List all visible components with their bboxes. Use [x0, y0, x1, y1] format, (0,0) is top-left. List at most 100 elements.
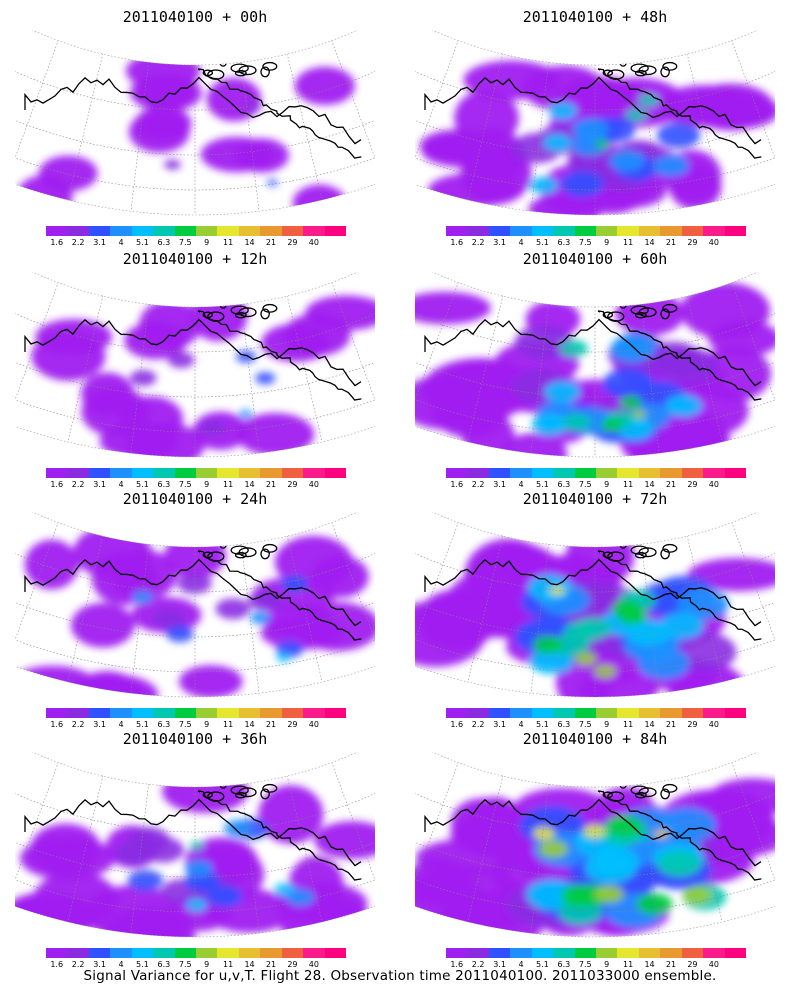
coastline: [424, 768, 762, 881]
coastline: [24, 528, 362, 641]
panel-title: 2011040100 + 24h: [122, 490, 268, 508]
colorbar-label: 4: [518, 720, 524, 729]
colorbar-label: 5.1: [136, 960, 149, 969]
colorbar-swatch: [88, 468, 111, 478]
colorbar-swatch: [174, 948, 197, 958]
colorbar-swatch: [196, 708, 218, 718]
colorbar-label: 1.6: [50, 960, 64, 969]
variance-map: [415, 512, 775, 698]
colorbar-swatch: [574, 708, 597, 718]
colorbar-swatch: [681, 226, 704, 236]
colorbar-swatch: [324, 468, 347, 478]
colorbar-swatch: [574, 468, 597, 478]
colorbar-label: 5.1: [536, 960, 549, 969]
colorbar-swatch: [446, 708, 468, 718]
colorbar-label: 9: [204, 720, 210, 729]
colorbar-label: 14: [244, 960, 255, 969]
colorbar-swatch: [446, 468, 468, 478]
colorbar-swatch: [510, 226, 533, 236]
colorbar-label: 6.3: [557, 238, 571, 247]
colorbar-label: 14: [644, 480, 655, 489]
colorbar-swatch: [131, 708, 154, 718]
colorbar-label: 4: [518, 238, 524, 247]
colorbar-swatch: [281, 468, 304, 478]
colorbar-swatch: [660, 468, 683, 478]
colorbar-swatch: [46, 226, 68, 236]
colorbar-swatch: [324, 948, 347, 958]
forecast-panel: 2011040100 + 84h 1.6 2.2 3.1 4 5.1 6.3 7.5 9 11 14…: [400, 730, 790, 970]
colorbar-label: 1.6: [450, 480, 464, 489]
colorbar-label: 1.6: [50, 480, 64, 489]
colorbar-swatch: [174, 468, 197, 478]
colorbar-swatch: [260, 708, 283, 718]
forecast-panel: 2011040100 + 48h 1.6 2.2 3.1 4 5.1 6.3 7.5 9 11 14…: [400, 8, 790, 248]
colorbar-label: 5.1: [536, 480, 549, 489]
colorbar-label: 21: [265, 480, 277, 489]
colorbar-label: 1.6: [50, 238, 64, 247]
colorbar-label: 6.3: [157, 720, 171, 729]
forecast-panel: 2011040100 + 36h 1.6 2.2 3.1 4 5.1 6.3 7.5 9 11 14…: [0, 730, 390, 970]
colorbar-label: 7.5: [578, 238, 592, 247]
panel-title: 2011040100 + 48h: [522, 8, 668, 26]
colorbar-swatch: [217, 226, 240, 236]
colorbar-swatch: [553, 468, 576, 478]
colorbar: 1.6 2.2 3.1 4 5.1 6.3 7.5 9 11 14 21 29 40: [46, 226, 347, 250]
variance-map: [15, 512, 375, 698]
colorbar-label: 14: [244, 720, 255, 729]
colorbar-swatch: [531, 226, 554, 236]
colorbar-label: 40: [708, 238, 719, 247]
colorbar-swatch: [88, 948, 111, 958]
colorbar: 1.6 2.2 3.1 4 5.1 6.3 7.5 9 11 14 21 29 40: [46, 708, 347, 732]
figure-caption: Signal Variance for u,v,T. Flight 28. Ob…: [83, 968, 717, 984]
colorbar-swatch: [46, 948, 68, 958]
colorbar-label: 4: [118, 960, 124, 969]
colorbar-label: 11: [623, 480, 634, 489]
colorbar-label: 14: [244, 480, 255, 489]
colorbar-label: 9: [204, 960, 210, 969]
colorbar-swatch: [703, 226, 726, 236]
colorbar-label: 40: [308, 480, 319, 489]
colorbar-label: 2.2: [71, 720, 85, 729]
colorbar-label: 9: [604, 960, 610, 969]
panel-title: 2011040100 + 72h: [522, 490, 668, 508]
colorbar-swatch: [531, 948, 554, 958]
colorbar-label: 3.1: [93, 238, 106, 247]
variance-field: [415, 30, 775, 216]
colorbar-label: 1.6: [450, 238, 464, 247]
colorbar-swatch: [681, 468, 704, 478]
colorbar-swatch: [724, 708, 747, 718]
colorbar-label: 6.3: [557, 720, 571, 729]
colorbar-label: 3.1: [493, 720, 506, 729]
colorbar-label: 21: [265, 960, 277, 969]
colorbar-swatch: [303, 468, 326, 478]
colorbar-label: 14: [644, 720, 655, 729]
colorbar-swatch: [467, 948, 490, 958]
colorbar-swatch: [574, 948, 597, 958]
variance-field: [415, 512, 775, 698]
colorbar-swatch: [488, 948, 511, 958]
colorbar-label: 7.5: [178, 720, 192, 729]
colorbar-label: 21: [265, 720, 277, 729]
colorbar-label: 5.1: [136, 238, 149, 247]
colorbar-label: 21: [665, 720, 677, 729]
colorbar-swatch: [238, 708, 261, 718]
colorbar-label: 14: [244, 238, 255, 247]
variance-field: [415, 272, 775, 458]
colorbar-swatch: [303, 708, 326, 718]
colorbar-label: 3.1: [493, 480, 506, 489]
colorbar-swatch: [110, 948, 133, 958]
colorbar: 1.6 2.2 3.1 4 5.1 6.3 7.5 9 11 14 21 29 40: [446, 226, 747, 250]
colorbar-label: 3.1: [93, 960, 106, 969]
colorbar-swatch: [488, 708, 511, 718]
panel-title: 2011040100 + 36h: [122, 730, 268, 748]
colorbar-label: 40: [308, 238, 319, 247]
colorbar-swatch: [703, 948, 726, 958]
colorbar-swatch: [488, 468, 511, 478]
colorbar-label: 5.1: [536, 238, 549, 247]
colorbar-swatch: [510, 708, 533, 718]
colorbar: 1.6 2.2 3.1 4 5.1 6.3 7.5 9 11 14 21 29 40: [46, 468, 347, 492]
colorbar-swatch: [196, 468, 218, 478]
colorbar-swatch: [681, 948, 704, 958]
colorbar-label: 6.3: [557, 480, 571, 489]
forecast-panel: 2011040100 + 12h 1.6 2.2 3.1 4 5.1 6.3 7.5 9 11 14…: [0, 250, 390, 490]
